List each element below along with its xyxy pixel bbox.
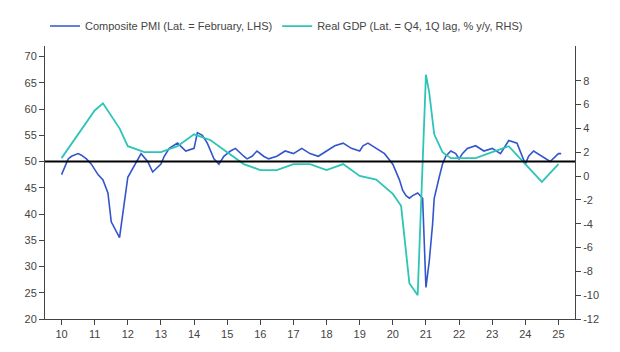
svg-text:-10: -10 [583,289,599,301]
svg-text:25: 25 [25,287,37,299]
svg-text:50: 50 [25,155,37,167]
svg-text:24: 24 [519,328,531,340]
svg-text:18: 18 [320,328,332,340]
svg-text:20: 20 [25,313,37,325]
svg-text:10: 10 [55,328,67,340]
svg-text:-4: -4 [583,218,593,230]
svg-text:60: 60 [25,103,37,115]
svg-text:13: 13 [155,328,167,340]
svg-text:21: 21 [420,328,432,340]
svg-text:16: 16 [254,328,266,340]
svg-text:11: 11 [89,328,100,340]
svg-text:19: 19 [354,328,366,340]
svg-text:-6: -6 [583,241,593,253]
svg-text:20: 20 [387,328,399,340]
svg-text:65: 65 [25,77,37,89]
svg-text:-2: -2 [583,194,593,206]
svg-text:40: 40 [25,208,37,220]
svg-text:70: 70 [25,50,37,62]
svg-text:30: 30 [25,260,37,272]
svg-text:Composite PMI (Lat. = February: Composite PMI (Lat. = February, LHS) [85,20,272,32]
svg-text:35: 35 [25,234,37,246]
svg-text:22: 22 [453,328,465,340]
svg-text:0: 0 [583,170,589,182]
svg-text:-8: -8 [583,265,593,277]
svg-text:15: 15 [221,328,233,340]
svg-text:23: 23 [486,328,498,340]
svg-text:17: 17 [287,328,299,340]
svg-text:6: 6 [583,98,589,110]
svg-text:8: 8 [583,75,589,87]
svg-text:2: 2 [583,146,589,158]
svg-text:Real GDP (Lat. = Q4, 1Q lag, %: Real GDP (Lat. = Q4, 1Q lag, % y/y, RHS) [317,20,522,32]
svg-text:12: 12 [122,328,134,340]
svg-text:45: 45 [25,182,37,194]
svg-text:-12: -12 [583,313,599,325]
svg-text:25: 25 [552,328,564,340]
svg-text:4: 4 [583,122,589,134]
svg-text:55: 55 [25,129,37,141]
svg-text:14: 14 [188,328,200,340]
